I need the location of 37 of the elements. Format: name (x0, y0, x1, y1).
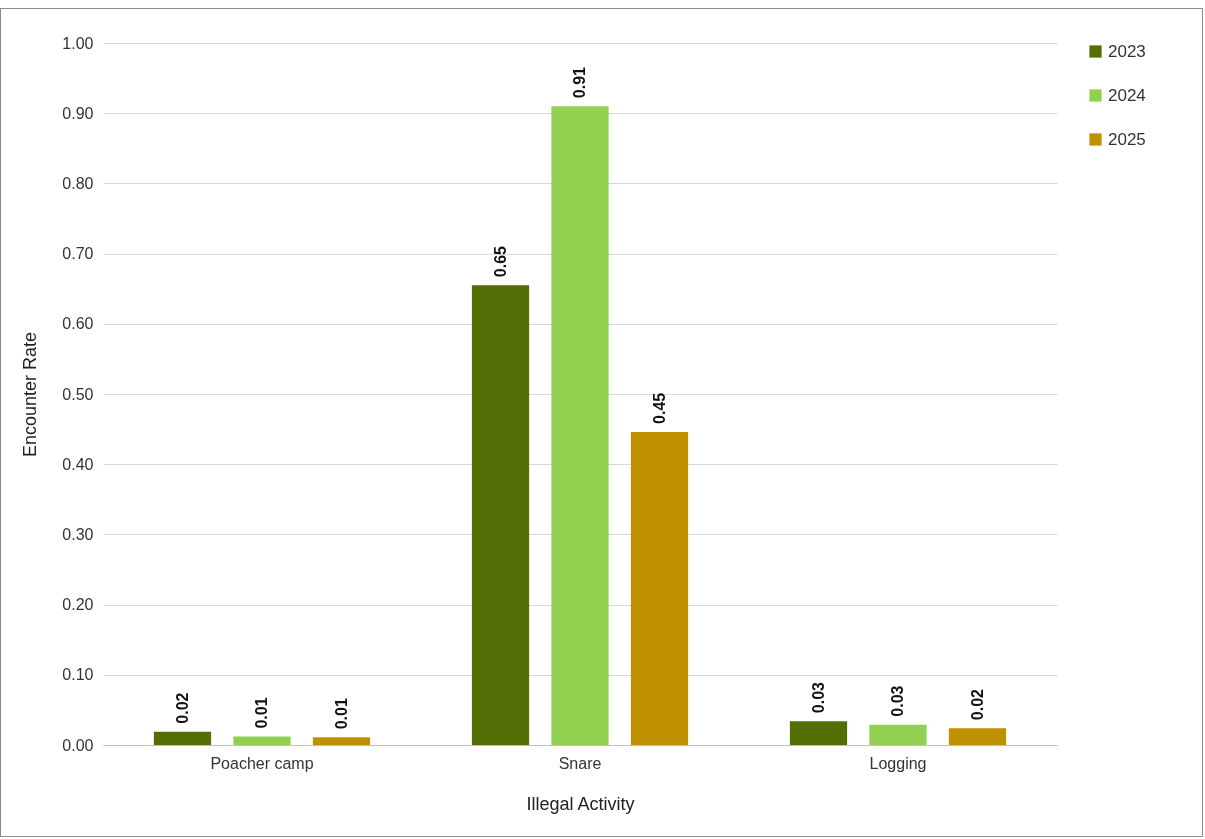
x-tick-label: Snare (558, 754, 602, 772)
bar (233, 736, 291, 745)
y-tick-label: 0.30 (62, 525, 94, 543)
data-label: 0.65 (491, 245, 509, 278)
bar (630, 431, 689, 745)
bar (869, 724, 927, 745)
y-tick-label: 0.10 (62, 666, 94, 684)
legend-label: 2025 (1108, 129, 1146, 149)
bar (789, 721, 848, 745)
y-axis-title: Encounter Rate (20, 331, 41, 458)
y-tick-label: 0.90 (62, 104, 94, 122)
bar (153, 731, 212, 745)
x-tick-label: Poacher camp (210, 754, 314, 772)
y-tick-label: 0.50 (62, 385, 94, 403)
data-label: 0.01 (332, 698, 350, 730)
data-label: 0.45 (650, 392, 668, 424)
data-label: 0.02 (968, 688, 986, 721)
data-label: 0.91 (571, 66, 588, 99)
data-label: 0.03 (889, 685, 906, 717)
data-label: 0.01 (253, 697, 270, 729)
y-tick-label: 0.40 (62, 455, 94, 473)
bar (551, 106, 609, 745)
y-tick-label: 0.80 (62, 174, 94, 192)
legend-label: 2023 (1108, 41, 1146, 61)
data-label: 0.02 (173, 692, 191, 724)
x-tick-label: Logging (869, 754, 927, 772)
bar (471, 285, 530, 745)
y-tick-label: 0.00 (62, 736, 94, 754)
data-label: 0.03 (809, 681, 827, 714)
y-tick-label: 1.00 (62, 34, 94, 52)
y-tick-label: 0.60 (62, 315, 94, 333)
legend-label: 2024 (1108, 85, 1146, 105)
y-tick-label: 0.20 (62, 596, 94, 614)
bar (312, 737, 371, 745)
x-axis-title: Illegal Activity (526, 793, 635, 814)
bar (948, 728, 1007, 745)
y-tick-label: 0.70 (62, 245, 94, 263)
